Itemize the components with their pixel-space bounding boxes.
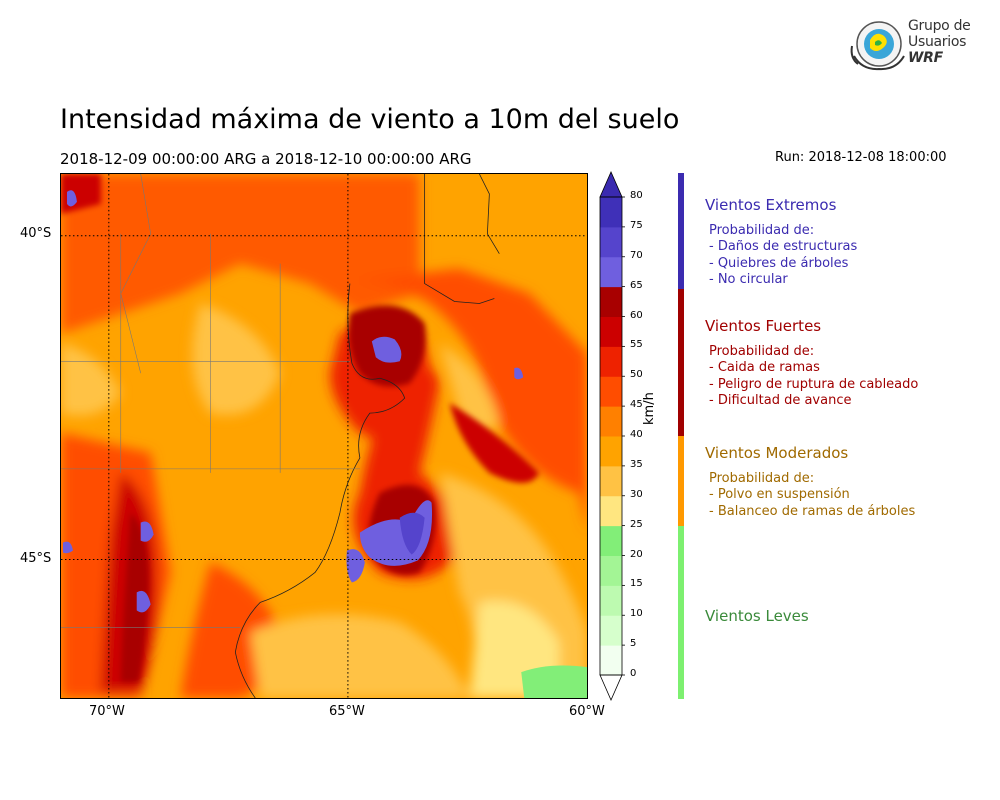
colorbar-band (600, 615, 622, 646)
legend-lines-fuertes: Probabilidad de: - Caida de ramas - Peli… (709, 344, 918, 409)
legend-title-fuertes: Vientos Fuertes (705, 317, 822, 335)
colorbar-band (600, 525, 622, 556)
lon-label-70w: 70°W (89, 704, 125, 719)
colorbar-tick-label: 35 (630, 458, 643, 470)
legend-line: - Quiebres de árboles (709, 255, 849, 271)
logo-line-3: WRF (908, 50, 943, 66)
colorbar-tick-label: 5 (630, 638, 637, 650)
legend-line: Probabilidad de: (709, 223, 815, 238)
colorbar-tick-label: 15 (630, 578, 643, 590)
colorbar-band (600, 436, 622, 467)
map-title: Intensidad máxima de viento a 10m del su… (60, 104, 680, 135)
logo-text: Grupo de Usuarios WRF (908, 18, 971, 66)
legend-line: - Balanceo de ramas de árboles (709, 503, 916, 519)
legend-line: - Peligro de ruptura de cableado (709, 376, 919, 392)
colorbar-tick-label: 45 (630, 399, 643, 411)
run-timestamp: Run: 2018-12-08 18:00:00 (775, 150, 947, 165)
colorbar-extend-low (599, 674, 623, 701)
lon-label-65w: 65°W (329, 704, 365, 719)
logo-line-1: Grupo de (908, 18, 971, 34)
legend-line: - Dificultad de avance (709, 392, 852, 408)
legend-line: - Polvo en suspensión (709, 487, 850, 503)
category-bar-extremos (678, 173, 684, 289)
legend-lines-moderados: Probabilidad de: - Polvo en suspensión -… (709, 471, 915, 520)
legend-line: Probabilidad de: (709, 471, 815, 486)
legend-line: - Caida de ramas (709, 360, 820, 376)
legend-line: Probabilidad de: (709, 344, 815, 359)
forecast-period: 2018-12-09 00:00:00 ARG a 2018-12-10 00:… (60, 150, 472, 168)
legend-line: - No circular (709, 271, 788, 287)
logo-line-2: Usuarios (908, 34, 967, 50)
colorbar-band (600, 226, 622, 258)
colorbar-band (600, 197, 622, 228)
category-bar-moderados (678, 436, 684, 526)
colorbar-tick-label: 10 (630, 608, 643, 620)
colorbar-extend-high (599, 171, 623, 198)
colorbar-band (600, 346, 622, 377)
colorbar-tick-label: 60 (630, 309, 643, 321)
colorbar-tick-label: 80 (630, 190, 643, 201)
legend-title-moderados: Vientos Moderados (705, 444, 849, 462)
colorbar-tick-label: 70 (630, 249, 643, 261)
colorbar-band (600, 585, 622, 616)
colorbar-band (600, 645, 622, 676)
colorbar-tick-label: 30 (630, 488, 643, 500)
colorbar-band (600, 316, 622, 347)
legend-title-leves: Vientos Leves (705, 607, 809, 625)
colorbar-tick-label: 55 (630, 339, 643, 351)
legend-title-extremos: Vientos Extremos (705, 196, 837, 214)
colorbar-tick-label: 20 (630, 548, 643, 560)
category-bar-leves (678, 526, 684, 699)
grupo-usuarios-wrf-logo (850, 21, 905, 71)
colorbar-tick-label: 75 (630, 219, 643, 231)
colorbar-band (600, 406, 622, 437)
lon-label-60w: 60°W (569, 704, 605, 719)
wind-field-map (60, 173, 588, 699)
colorbar-band (600, 256, 622, 288)
colorbar-tick-label: 25 (630, 518, 643, 530)
colorbar-tick-label: 0 (630, 668, 637, 679)
legend-lines-extremos: Probabilidad de: - Daños de estructuras … (709, 223, 857, 288)
legend-line: - Daños de estructuras (709, 239, 858, 255)
colorbar-unit: km/h (642, 392, 657, 425)
lat-label-45s: 45°S (20, 551, 52, 566)
colorbar-tick-label: 65 (630, 279, 643, 291)
colorbar-tick-label: 50 (630, 369, 643, 381)
colorbar-band (600, 465, 622, 497)
category-bar-fuertes (678, 289, 684, 436)
colorbar-band (600, 495, 622, 527)
colorbar-tick-label: 40 (630, 429, 643, 440)
wind-colorbar (599, 171, 625, 701)
colorbar-band (600, 286, 622, 317)
lat-label-40s: 40°S (20, 226, 52, 241)
colorbar-band (600, 376, 622, 407)
colorbar-band (600, 555, 622, 586)
